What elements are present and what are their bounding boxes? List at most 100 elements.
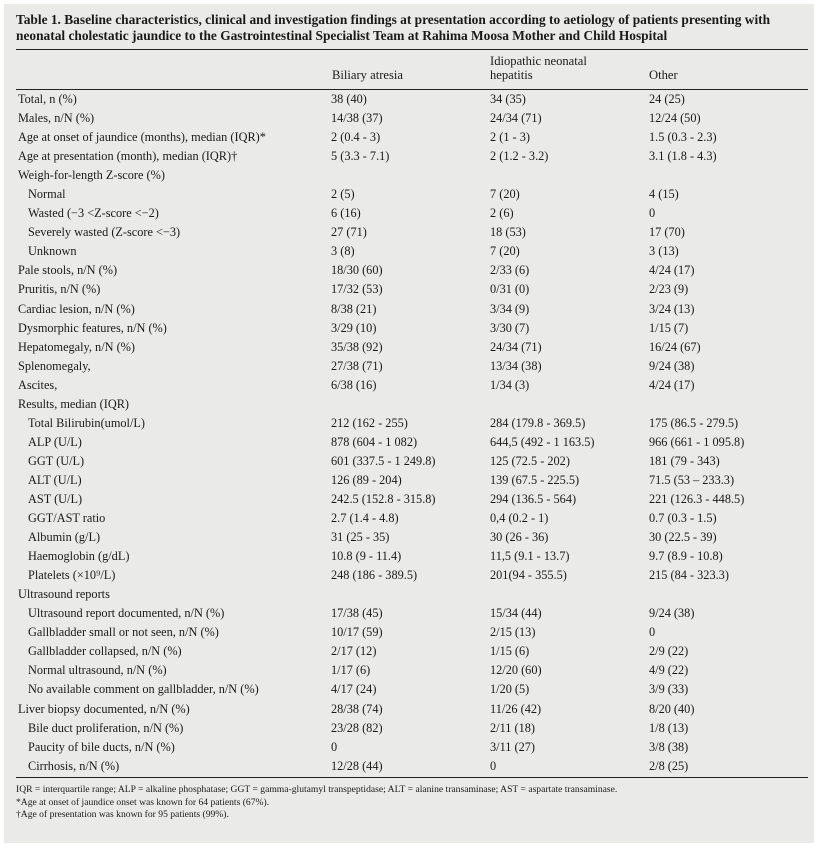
cell-idiopathic-neonatal-hepatitis: 15/34 (44) [490, 606, 542, 621]
cell-idiopathic-neonatal-hepatitis: 24/34 (71) [490, 339, 542, 354]
table-row: Age at presentation (month), median (IQR… [16, 147, 808, 166]
cell-other: 1/8 (13) [649, 720, 689, 735]
table-row: AST (U/L) 242.5 (152.8 - 315.8) 294 (136.5… [16, 490, 808, 509]
cell-biliary-atresia: 878 (604 - 1 082) [331, 434, 418, 449]
row-label: Total Bilirubin(umol/L) [28, 415, 145, 430]
table-row: Hepatomegaly, n/N (%) 35/38 (92) 24/34 (71… [16, 338, 808, 357]
cell-biliary-atresia: 601 (337.5 - 1 249.8) [331, 453, 436, 468]
cell-other: 8/20 (40) [649, 701, 695, 716]
cell-idiopathic-neonatal-hepatitis: 0 [490, 758, 497, 773]
column-header-idiopathic-neonatal-hepatitis: Idiopathic neonatal hepatitis [490, 54, 587, 82]
row-label: Pale stools, n/N (%) [18, 263, 118, 278]
cell-other: 71.5 (53 – 233.3) [649, 472, 735, 487]
cell-other: 215 (84 - 323.3) [649, 568, 729, 583]
table-row: Normal ultrasound, n/N (%) 1/17 (6) 12/20 … [16, 661, 808, 680]
row-label: Gallbladder collapsed, n/N (%) [28, 644, 182, 659]
table-row: Unknown 3 (8) 7 (20) 3 (13) [16, 242, 808, 261]
table-row: Total Bilirubin(umol/L) 212 (162 - 255) 28… [16, 414, 808, 433]
table-row: No available comment on gallbladder, n/N… [16, 680, 808, 699]
column-header-other: Other [649, 68, 678, 82]
cell-biliary-atresia: 4/17 (24) [331, 682, 377, 697]
footnotes: IQR = interquartile range; ALP = alkalin… [16, 784, 806, 822]
row-label: GGT (U/L) [28, 453, 85, 468]
cell-other: 4/24 (17) [649, 263, 695, 278]
row-label: Normal ultrasound, n/N (%) [28, 663, 167, 678]
row-label: Severely wasted (Z-score <−3) [28, 225, 181, 240]
cell-idiopathic-neonatal-hepatitis: 3/30 (7) [490, 320, 530, 335]
cell-idiopathic-neonatal-hepatitis: 11,5 (9.1 - 13.7) [490, 549, 570, 564]
row-label: Cardiac lesion, n/N (%) [18, 301, 135, 316]
row-label: Platelets (×10⁹/L) [28, 568, 116, 583]
cell-biliary-atresia: 14/38 (37) [331, 111, 383, 126]
cell-other: 24 (25) [649, 92, 685, 106]
cell-biliary-atresia: 10/17 (59) [331, 625, 383, 640]
table-body: Total, n (%) 38 (40) 34 (35) 24 (25) Males, … [16, 90, 808, 776]
table-row: Ultrasound report documented, n/N (%) 17/… [16, 604, 808, 623]
row-label: Albumin (g/L) [28, 530, 101, 545]
cell-other: 2/23 (9) [649, 282, 689, 297]
cell-biliary-atresia: 3/29 (10) [331, 320, 377, 335]
cell-biliary-atresia: 17/38 (45) [331, 606, 383, 621]
cell-other: 17 (70) [649, 225, 685, 240]
row-label: Ultrasound reports [18, 587, 110, 602]
table-row: Severely wasted (Z-score <−3) 27 (71) 18 (… [16, 223, 808, 242]
cell-idiopathic-neonatal-hepatitis: 2 (1.2 - 3.2) [490, 149, 549, 164]
cell-biliary-atresia: 6/38 (16) [331, 377, 377, 392]
row-label: Total, n (%) [18, 92, 77, 106]
row-label: Gallbladder small or not seen, n/N (%) [28, 625, 219, 640]
cell-other: 3.1 (1.8 - 4.3) [649, 149, 717, 164]
table-row: Liver biopsy documented, n/N (%) 28/38 (7… [16, 700, 808, 719]
cell-idiopathic-neonatal-hepatitis: 139 (67.5 - 225.5) [490, 472, 580, 487]
cell-idiopathic-neonatal-hepatitis: 294 (136.5 - 564) [490, 491, 577, 506]
table-row: Males, n/N (%) 14/38 (37) 24/34 (71) 12/24 … [16, 109, 808, 128]
footnote-abbreviations: IQR = interquartile range; ALP = alkalin… [16, 784, 618, 795]
footnote-presentation: †Age of presentation was known for 95 pa… [16, 809, 229, 820]
cell-idiopathic-neonatal-hepatitis: 3/11 (27) [490, 739, 535, 754]
cell-idiopathic-neonatal-hepatitis: 2 (1 - 3) [490, 130, 530, 145]
row-label: Paucity of bile ducts, n/N (%) [28, 739, 175, 754]
cell-idiopathic-neonatal-hepatitis: 2/33 (6) [490, 263, 530, 278]
table-row: Dysmorphic features, n/N (%) 3/29 (10) 3/3… [16, 319, 808, 338]
row-label: Bile duct proliferation, n/N (%) [28, 720, 184, 735]
row-label: Liver biopsy documented, n/N (%) [18, 701, 190, 716]
cell-idiopathic-neonatal-hepatitis: 13/34 (38) [490, 358, 542, 373]
cell-other: 2/9 (22) [649, 644, 689, 659]
cell-biliary-atresia: 3 (8) [331, 244, 355, 259]
table-row: Results, median (IQR) [16, 395, 808, 414]
table-row: Age at onset of jaundice (months), media… [16, 128, 808, 147]
cell-idiopathic-neonatal-hepatitis: 24/34 (71) [490, 111, 542, 126]
row-label: No available comment on gallbladder, n/N… [28, 682, 259, 697]
table-row: Platelets (×10⁹/L) 248 (186 - 389.5) 201(9… [16, 566, 808, 585]
cell-biliary-atresia: 212 (162 - 255) [331, 415, 408, 430]
row-label: Unknown [28, 244, 77, 259]
row-label: GGT/AST ratio [28, 511, 106, 526]
cell-other: 3 (13) [649, 244, 679, 259]
cell-biliary-atresia: 17/32 (53) [331, 282, 383, 297]
table-row: Bile duct proliferation, n/N (%) 23/28 (8… [16, 719, 808, 738]
row-label: ALT (U/L) [28, 472, 82, 487]
cell-biliary-atresia: 35/38 (92) [331, 339, 383, 354]
table-row: Paucity of bile ducts, n/N (%) 0 3/11 (27)… [16, 738, 808, 757]
cell-biliary-atresia: 10.8 (9 - 11.4) [331, 549, 402, 564]
cell-biliary-atresia: 2.7 (1.4 - 4.8) [331, 511, 399, 526]
cell-biliary-atresia: 242.5 (152.8 - 315.8) [331, 491, 436, 506]
cell-idiopathic-neonatal-hepatitis: 7 (20) [490, 244, 520, 259]
cell-idiopathic-neonatal-hepatitis: 2 (6) [490, 206, 514, 221]
table-row: Pruritis, n/N (%) 17/32 (53) 0/31 (0) 2/23 … [16, 280, 808, 299]
cell-biliary-atresia: 0 [331, 739, 338, 754]
row-label: Pruritis, n/N (%) [18, 282, 101, 297]
cell-idiopathic-neonatal-hepatitis: 3/34 (9) [490, 301, 530, 316]
row-label: ALP (U/L) [28, 434, 82, 449]
table-row: Total, n (%) 38 (40) 34 (35) 24 (25) [16, 90, 808, 109]
cell-idiopathic-neonatal-hepatitis: 18 (53) [490, 225, 526, 240]
table-row: Gallbladder small or not seen, n/N (%) 10… [16, 623, 808, 642]
table-row: Cardiac lesion, n/N (%) 8/38 (21) 3/34 (9)… [16, 300, 808, 319]
cell-biliary-atresia: 27/38 (71) [331, 358, 383, 373]
cell-biliary-atresia: 2/17 (12) [331, 644, 377, 659]
header-rule [16, 89, 808, 90]
cell-biliary-atresia: 6 (16) [331, 206, 361, 221]
cell-other: 9.7 (8.9 - 10.8) [649, 549, 723, 564]
cell-other: 181 (79 - 343) [649, 453, 720, 468]
table-panel: Table 1. Baseline characteristics, clini… [4, 4, 814, 843]
cell-biliary-atresia: 23/28 (82) [331, 720, 383, 735]
